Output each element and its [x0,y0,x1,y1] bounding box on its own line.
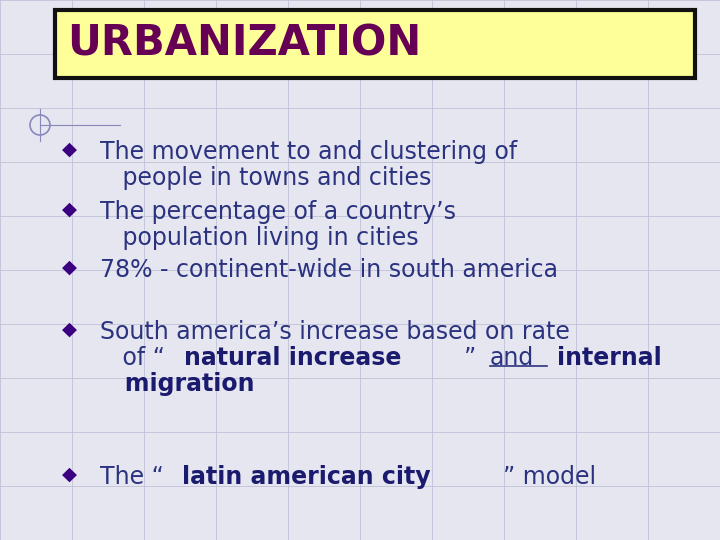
FancyBboxPatch shape [55,10,695,78]
Text: ◆: ◆ [62,258,77,277]
Text: ”: ” [464,346,484,370]
Text: ◆: ◆ [62,465,77,484]
Text: latin american city: latin american city [182,465,431,489]
Text: The “: The “ [100,465,164,489]
Text: ” model: ” model [503,465,596,489]
Text: of “: of “ [100,346,165,370]
Text: URBANIZATION: URBANIZATION [67,23,421,65]
Text: ◆: ◆ [62,320,77,339]
Text: natural increase: natural increase [184,346,401,370]
Text: The percentage of a country’s: The percentage of a country’s [100,200,456,224]
Text: internal: internal [557,346,662,370]
Text: South america’s increase based on rate: South america’s increase based on rate [100,320,570,344]
Text: people in towns and cities: people in towns and cities [100,166,431,190]
Text: The movement to and clustering of: The movement to and clustering of [100,140,517,164]
Text: population living in cities: population living in cities [100,226,418,250]
Text: and: and [490,346,534,370]
Text: migration: migration [100,372,254,396]
Text: ◆: ◆ [62,140,77,159]
Text: ◆: ◆ [62,200,77,219]
Text: 78% - continent-wide in south america: 78% - continent-wide in south america [100,258,558,282]
